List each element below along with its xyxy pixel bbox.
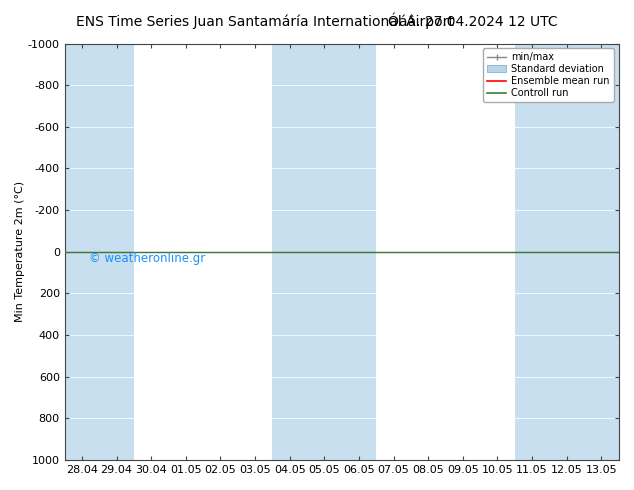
Text: ENS Time Series Juan Santamáría International Airport: ENS Time Series Juan Santamáría Internat… xyxy=(76,15,454,29)
Bar xyxy=(584,44,619,460)
Bar xyxy=(515,44,549,460)
Bar xyxy=(307,44,342,460)
Bar xyxy=(65,44,100,460)
Legend: min/max, Standard deviation, Ensemble mean run, Controll run: min/max, Standard deviation, Ensemble me… xyxy=(483,49,614,102)
Bar xyxy=(549,44,584,460)
Text: Óáâ. 27.04.2024 12 UTC: Óáâ. 27.04.2024 12 UTC xyxy=(388,15,558,29)
Text: © weatheronline.gr: © weatheronline.gr xyxy=(89,252,205,265)
Bar xyxy=(100,44,134,460)
Bar xyxy=(273,44,307,460)
Y-axis label: Min Temperature 2m (°C): Min Temperature 2m (°C) xyxy=(15,181,25,322)
Bar xyxy=(342,44,376,460)
